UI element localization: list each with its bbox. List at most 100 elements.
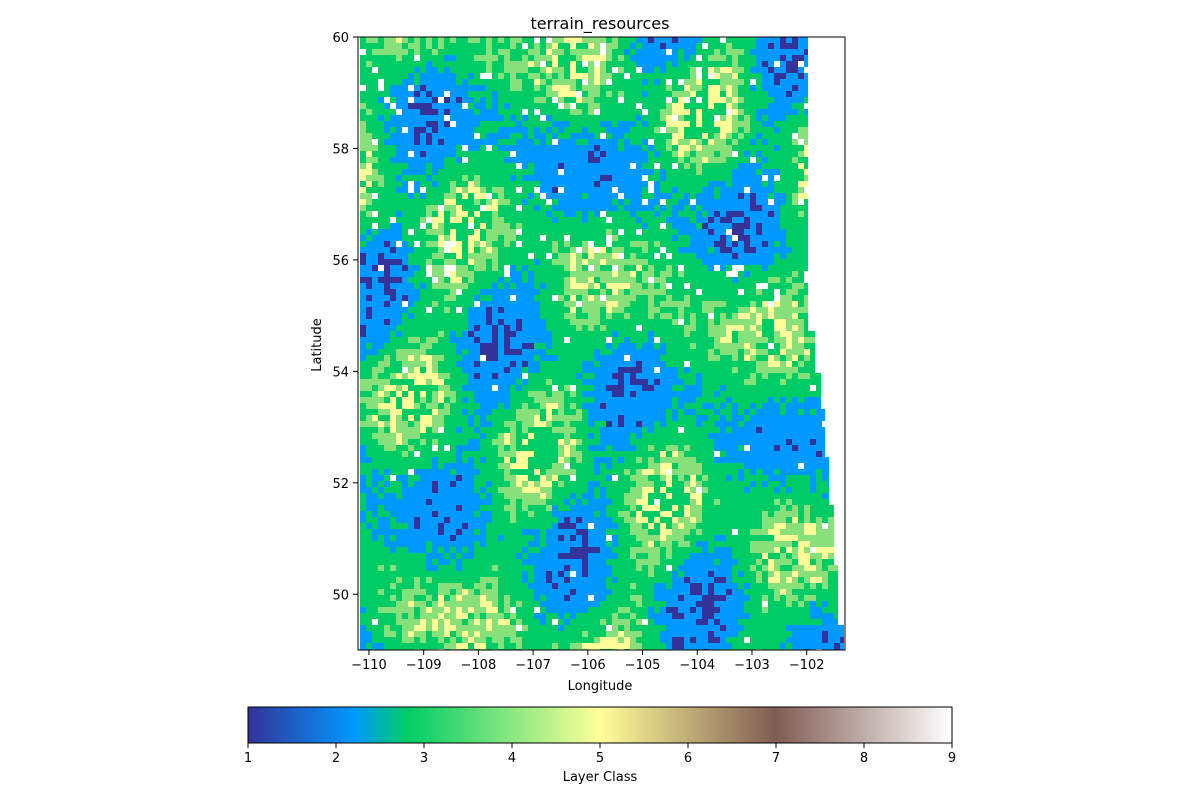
heatmap-cell	[534, 361, 540, 367]
heatmap-cell	[732, 73, 738, 79]
heatmap-cell	[474, 49, 480, 55]
heatmap-cell	[792, 391, 798, 397]
heatmap-cell	[690, 145, 696, 151]
heatmap-cell	[582, 175, 588, 181]
heatmap-cell	[750, 361, 756, 367]
heatmap-cell	[618, 145, 624, 151]
heatmap-cell	[756, 181, 762, 187]
heatmap-cell	[492, 271, 498, 277]
heatmap-cell	[582, 415, 588, 421]
heatmap-cell	[750, 79, 756, 85]
heatmap-cell	[822, 427, 825, 433]
heatmap-cell	[786, 397, 792, 403]
heatmap-cell	[630, 169, 636, 175]
heatmap-cell	[528, 73, 534, 79]
heatmap-cell	[486, 211, 492, 217]
heatmap-cell	[768, 259, 774, 265]
heatmap-cell	[666, 175, 672, 181]
heatmap-cell	[738, 67, 744, 73]
heatmap-cell	[756, 277, 762, 283]
heatmap-cell	[738, 391, 744, 397]
heatmap-cell	[636, 379, 642, 385]
heatmap-cell	[594, 277, 600, 283]
heatmap-cell	[438, 37, 444, 43]
heatmap-cell	[696, 337, 702, 343]
heatmap-cell	[516, 301, 522, 307]
heatmap-cell	[456, 385, 462, 391]
heatmap-cell	[384, 361, 390, 367]
heatmap-cell	[450, 223, 456, 229]
heatmap-cell	[696, 313, 702, 319]
heatmap-cell	[372, 253, 378, 259]
heatmap-cell	[684, 271, 690, 277]
heatmap-cell	[762, 181, 768, 187]
heatmap-cell	[798, 49, 804, 55]
heatmap-cell	[660, 151, 666, 157]
heatmap-cell	[612, 157, 618, 163]
heatmap-cell	[780, 271, 786, 277]
heatmap-cell	[654, 133, 660, 139]
heatmap-cell	[582, 37, 588, 43]
heatmap-cell	[702, 169, 708, 175]
heatmap-cell	[372, 361, 378, 367]
heatmap-cell	[414, 325, 420, 331]
heatmap-cell	[738, 199, 744, 205]
heatmap-cell	[654, 175, 660, 181]
heatmap-cell	[564, 109, 570, 115]
heatmap-cell	[510, 259, 516, 265]
heatmap-cell	[504, 409, 510, 415]
heatmap-cell	[624, 409, 630, 415]
heatmap-cell	[462, 55, 468, 61]
heatmap-cell	[456, 67, 462, 73]
heatmap-cell	[420, 283, 426, 289]
heatmap-cell	[414, 211, 420, 217]
heatmap-cell	[576, 319, 582, 325]
heatmap-cell	[642, 271, 648, 277]
heatmap-cell	[618, 271, 624, 277]
heatmap-cell	[666, 127, 672, 133]
heatmap-cell	[636, 109, 642, 115]
heatmap-cell	[498, 175, 504, 181]
heatmap-cell	[672, 385, 678, 391]
heatmap-cell	[708, 199, 714, 205]
heatmap-cell	[360, 343, 366, 349]
heatmap-cell	[798, 85, 804, 91]
heatmap-cell	[510, 373, 516, 379]
heatmap-cell	[378, 43, 384, 49]
heatmap-cell	[726, 37, 732, 43]
heatmap-cell	[576, 295, 582, 301]
heatmap-cell	[780, 115, 786, 121]
heatmap-cell	[426, 325, 432, 331]
heatmap-cell	[600, 205, 606, 211]
heatmap-cell	[486, 229, 492, 235]
heatmap-cell	[402, 85, 408, 91]
heatmap-cell	[498, 421, 504, 427]
heatmap-cell	[372, 331, 378, 337]
heatmap-cell	[666, 391, 672, 397]
heatmap-cell	[372, 73, 378, 79]
heatmap-cell	[690, 289, 696, 295]
heatmap-cell	[558, 379, 564, 385]
heatmap-cell	[546, 55, 552, 61]
heatmap-cell	[690, 301, 696, 307]
heatmap-cell	[702, 427, 708, 433]
heatmap-cell	[576, 421, 582, 427]
heatmap-cell	[480, 367, 486, 373]
heatmap-cell	[552, 403, 558, 409]
heatmap-cell	[480, 421, 486, 427]
heatmap-cell	[372, 61, 378, 67]
heatmap-cell	[420, 139, 426, 145]
heatmap-cell	[378, 373, 384, 379]
heatmap-cell	[744, 319, 750, 325]
heatmap-cell	[696, 397, 702, 403]
heatmap-cell	[546, 409, 552, 415]
heatmap-cell	[408, 271, 414, 277]
heatmap-cell	[606, 169, 612, 175]
heatmap-cell	[612, 301, 618, 307]
heatmap-cell	[654, 397, 660, 403]
heatmap-cell	[648, 97, 654, 103]
heatmap-cell	[612, 349, 618, 355]
heatmap-cell	[564, 289, 570, 295]
heatmap-cell	[576, 103, 582, 109]
heatmap-cell	[690, 37, 696, 43]
